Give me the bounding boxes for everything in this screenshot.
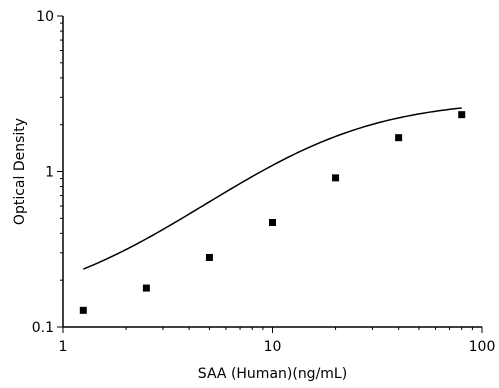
x-tick-label: 10: [264, 339, 282, 355]
data-point: [458, 111, 466, 119]
x-tick-label: 1: [59, 339, 68, 355]
fit-curve: [83, 107, 462, 270]
y-axis-title: Optical Density: [12, 118, 28, 225]
y-tick-label: 0.1: [32, 320, 54, 336]
data-point: [142, 284, 150, 292]
x-axis-title: SAA (Human)(ng/mL): [198, 366, 347, 382]
data-point: [79, 306, 87, 314]
fit-curve-layer: [83, 107, 462, 270]
y-tick-label: 10: [36, 9, 54, 25]
x-tick-label: 100: [469, 339, 496, 355]
data-points-layer: [79, 111, 466, 314]
data-point: [269, 218, 276, 226]
y-tick-label: 1: [45, 165, 54, 181]
data-point: [332, 174, 340, 182]
data-point: [205, 253, 213, 261]
axes: 1 10 100 0.1 1 10: [32, 9, 496, 355]
data-point: [395, 134, 403, 142]
